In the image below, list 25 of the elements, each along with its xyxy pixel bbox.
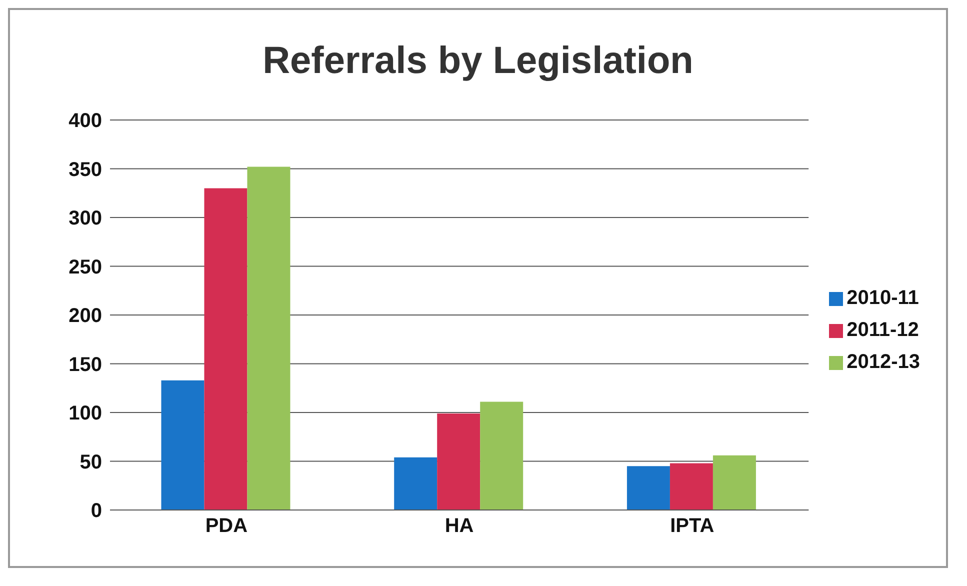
y-tick-label: 50 xyxy=(80,451,102,474)
bar xyxy=(480,402,524,510)
y-tick-label: 0 xyxy=(90,500,102,522)
bar xyxy=(394,457,438,510)
legend-label: 2012-13 xyxy=(846,351,920,373)
y-tick-label: 300 xyxy=(68,208,102,230)
bar xyxy=(437,413,480,510)
y-tick-label: 250 xyxy=(68,256,102,278)
bar xyxy=(247,166,290,510)
chart-title: Referrals by Legislation xyxy=(262,40,694,84)
y-tick-label: 100 xyxy=(68,402,102,425)
y-tick-label: 350 xyxy=(68,158,102,181)
bar xyxy=(712,455,756,510)
x-tick-label: PDA xyxy=(205,515,248,538)
x-tick-label: IPTA xyxy=(670,515,714,538)
legend-label: 2011-12 xyxy=(846,319,919,341)
bar xyxy=(204,188,248,510)
bar xyxy=(670,463,713,510)
bar xyxy=(161,380,204,510)
x-tick-label: HA xyxy=(444,515,474,538)
y-tick-label: 200 xyxy=(68,305,102,328)
legend-label: 2010-11 xyxy=(846,287,919,309)
bar xyxy=(626,466,670,510)
y-tick-label: 150 xyxy=(68,354,102,376)
y-tick-label: 400 xyxy=(68,110,102,132)
